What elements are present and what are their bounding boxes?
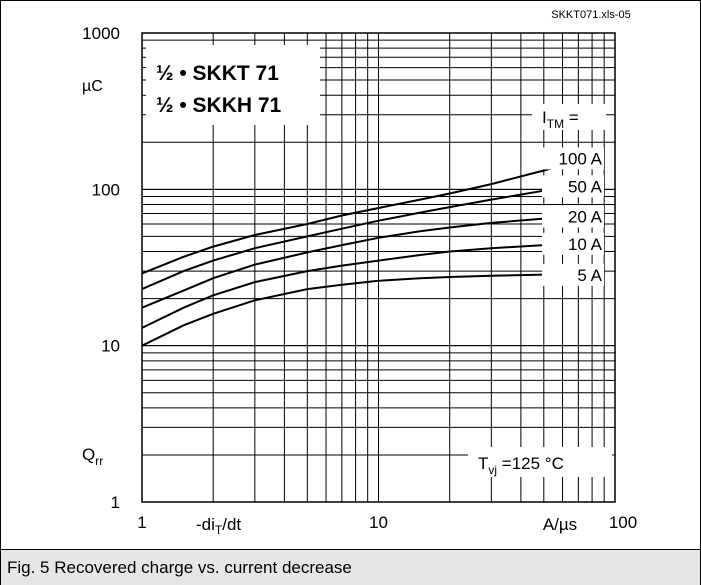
series-label-background bbox=[542, 175, 604, 198]
series-label-background bbox=[542, 232, 604, 255]
series-label: 20 A bbox=[542, 205, 604, 228]
file-reference: SKKT071.xls-05 bbox=[551, 9, 630, 21]
x-axis-unit: A/µs bbox=[543, 515, 577, 534]
series-label-text: 5 A bbox=[577, 266, 602, 285]
x-tick-label: 10 bbox=[369, 513, 388, 532]
condition-label-text: Tvj =125 °C bbox=[478, 454, 564, 477]
x-tick-label: 1 bbox=[137, 513, 146, 532]
series-line bbox=[141, 184, 593, 291]
condition-label: Tvj =125 °C bbox=[468, 447, 612, 477]
series-label-background bbox=[542, 205, 604, 228]
condition-label-background bbox=[468, 447, 612, 477]
series-label-text: 20 A bbox=[568, 208, 603, 227]
y-tick-label: 1 bbox=[111, 493, 120, 512]
series-label-text: 50 A bbox=[568, 177, 603, 196]
y-axis-label: Qrr bbox=[82, 445, 103, 468]
series-label-text: 100 A bbox=[559, 149, 603, 168]
device-label-1: ½ • SKKT 71 bbox=[156, 62, 279, 85]
legend-title: ITM = bbox=[532, 104, 606, 131]
legend-title-background bbox=[532, 104, 606, 130]
series-label-text: 10 A bbox=[568, 235, 603, 254]
grid bbox=[142, 33, 615, 502]
device-label-box: ½ • SKKT 71 ½ • SKKH 71 bbox=[146, 45, 320, 125]
x-tick-label: 100 bbox=[609, 513, 637, 532]
series-label: 100 A bbox=[542, 147, 604, 170]
x-axis-label: -diT/dt bbox=[196, 515, 241, 537]
legend-title-text: ITM = bbox=[542, 108, 579, 131]
figure-caption-bar: Fig. 5 Recovered charge vs. current decr… bbox=[1, 549, 700, 585]
series-label: 5 A bbox=[542, 263, 604, 286]
series-label-background bbox=[542, 263, 604, 286]
tick-labels: 1 10 100 1000 1 10 100 bbox=[82, 24, 637, 532]
y-tick-label: 1000 bbox=[82, 24, 120, 43]
device-label-background bbox=[146, 45, 320, 125]
device-label-2: ½ • SKKH 71 bbox=[156, 94, 282, 117]
series-labels: 100 A 50 A 20 A 10 A 5 A bbox=[542, 147, 604, 286]
plot-border bbox=[141, 32, 616, 503]
series-label-background bbox=[542, 147, 604, 170]
figure-caption: Fig. 5 Recovered charge vs. current decr… bbox=[7, 558, 352, 577]
series-line bbox=[141, 156, 593, 275]
series-line bbox=[141, 272, 593, 347]
y-tick-label: 100 bbox=[92, 180, 120, 199]
y-axis-unit: µC bbox=[82, 78, 103, 95]
series-label: 10 A bbox=[542, 232, 604, 255]
series-label: 50 A bbox=[542, 175, 604, 198]
y-tick-label: 10 bbox=[101, 337, 120, 356]
